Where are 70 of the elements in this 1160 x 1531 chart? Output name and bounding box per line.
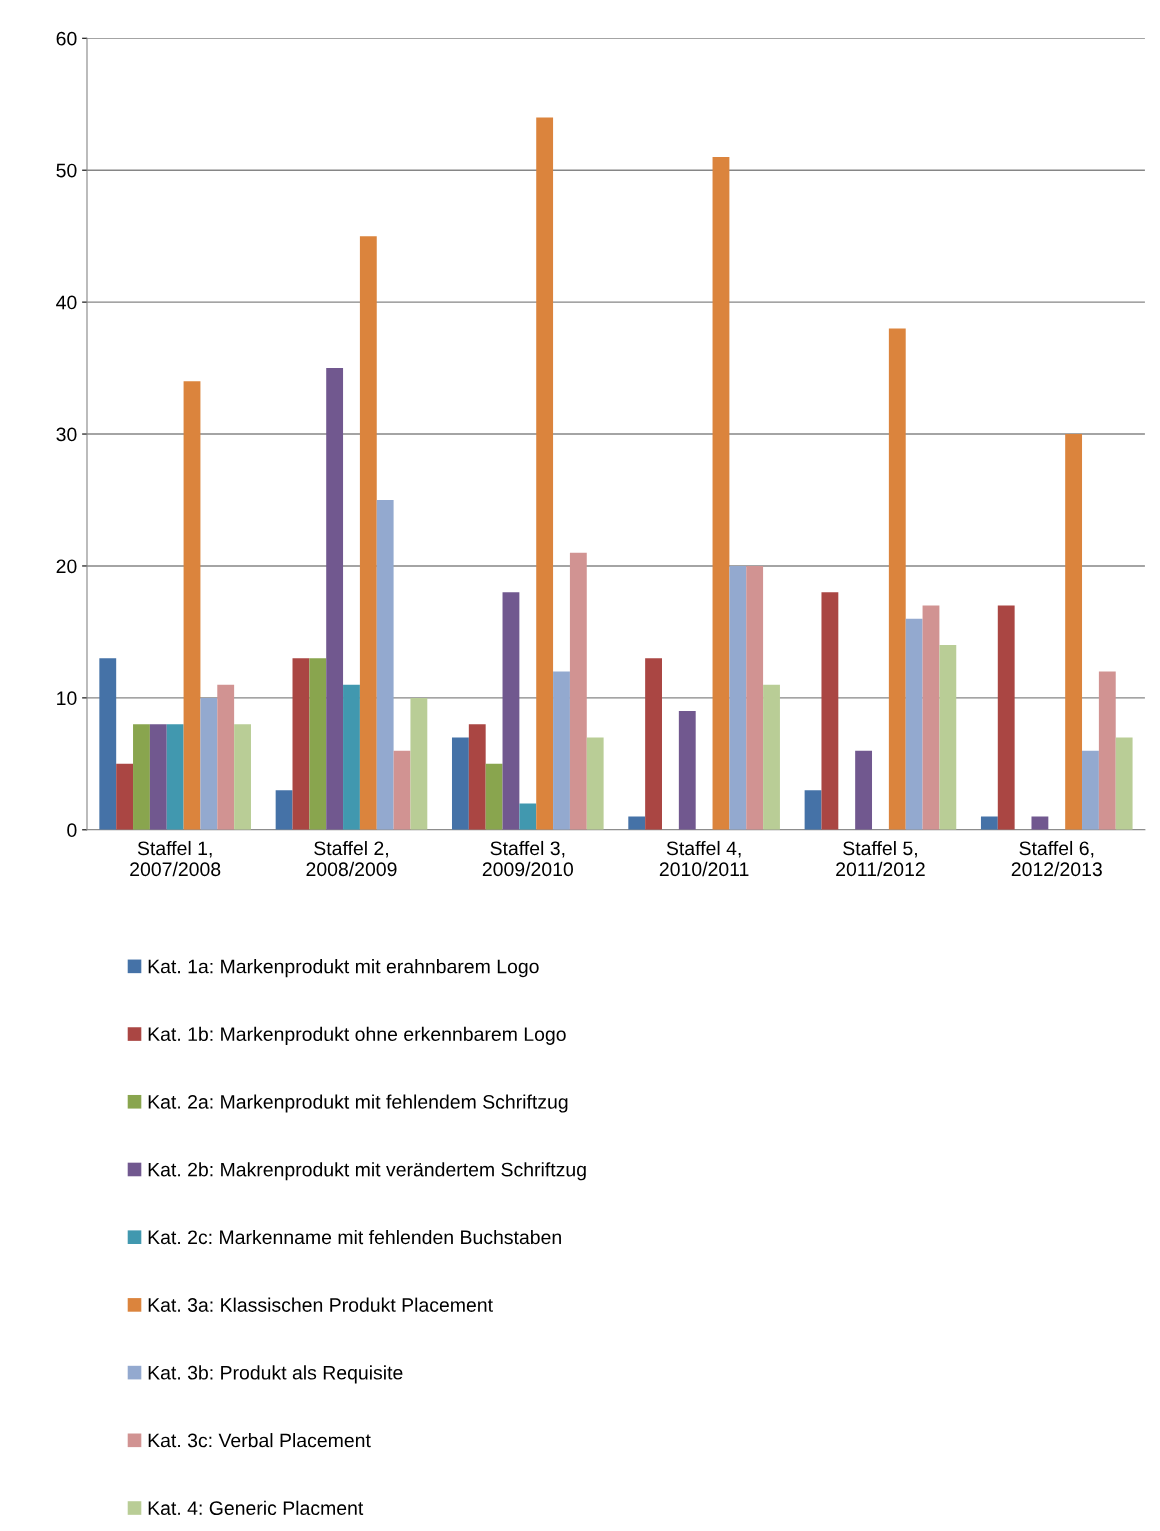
bar — [1115, 737, 1133, 830]
bar — [149, 724, 167, 830]
bar — [980, 816, 998, 830]
legend-label: Kat. 1b: Markenprodukt ohne erkennbarem Logo — [148, 1026, 566, 1045]
bar — [485, 763, 503, 830]
bar — [997, 605, 1015, 830]
bar — [519, 803, 537, 830]
legend-label: Kat. 1a: Markenprodukt mit erahnbarem Logo — [148, 959, 539, 978]
bar — [99, 658, 117, 830]
bar — [855, 750, 873, 830]
bar — [804, 790, 822, 830]
legend-label: Kat. 2a: Markenprodukt mit fehlendem Schriftzug — [148, 1094, 568, 1113]
y-tick-label: 40 — [56, 295, 77, 310]
x-tick-label: Staffel 5, 2011/2012 — [836, 840, 925, 877]
bar — [569, 552, 587, 830]
bar — [217, 684, 235, 830]
y-tick-label: 30 — [56, 427, 77, 442]
bar — [292, 658, 310, 830]
x-tick-label: Staffel 2, 2008/2009 — [306, 840, 397, 877]
bar — [939, 645, 957, 830]
x-tick-label: Staffel 3, 2009/2010 — [482, 840, 573, 877]
bar — [183, 381, 201, 830]
bar — [1065, 434, 1083, 830]
bar — [343, 684, 360, 830]
bar — [645, 658, 662, 830]
legend-label: Kat. 4: Generic Placment — [148, 1500, 364, 1516]
bar — [536, 117, 554, 830]
legend-label: Kat. 2b: Makrenprodukt mit verändertem Schriftzug — [148, 1162, 586, 1181]
y-tick-label: 60 — [56, 31, 77, 46]
bar — [376, 500, 394, 830]
bar — [628, 816, 646, 830]
bar — [746, 565, 764, 830]
y-tick-label: 10 — [57, 691, 77, 706]
bar — [1082, 750, 1099, 830]
bar — [410, 697, 428, 830]
bar — [200, 697, 218, 830]
bar — [502, 592, 520, 830]
x-tick-label: Staffel 1, 2007/2008 — [130, 840, 221, 877]
x-tick-label: Staffel 6, 2012/2013 — [1011, 840, 1102, 877]
bar — [1098, 671, 1116, 830]
bar — [888, 328, 906, 830]
bar — [166, 724, 184, 830]
x-tick-label: Staffel 4, 2010/2011 — [659, 840, 749, 877]
bar — [729, 565, 747, 830]
legend-label: Kat. 3a: Klassischen Produkt Placement — [148, 1297, 493, 1312]
bar — [678, 711, 696, 830]
bar — [326, 368, 344, 830]
bar — [763, 684, 780, 830]
bar — [586, 737, 604, 830]
bar — [1031, 816, 1049, 830]
bar — [451, 737, 469, 830]
bar — [712, 157, 730, 830]
legend-label: Kat. 3b: Produkt als Requisite — [148, 1365, 403, 1384]
bar — [905, 618, 923, 830]
y-tick-label: 20 — [56, 559, 77, 574]
bar — [133, 724, 150, 830]
bar — [275, 790, 293, 830]
bar — [234, 724, 251, 830]
bar — [821, 592, 839, 830]
bar — [553, 671, 570, 830]
bar — [468, 724, 486, 830]
y-tick-label: 50 — [56, 163, 77, 178]
bar — [309, 658, 327, 830]
bar — [359, 236, 377, 830]
bar — [922, 605, 940, 830]
bar — [116, 763, 134, 830]
legend-label: Kat. 2c: Markenname mit fehlenden Buchstaben — [148, 1229, 561, 1245]
y-tick-label: 0 — [67, 823, 77, 838]
legend-label: Kat. 3c: Verbal Placement — [148, 1433, 371, 1448]
bar — [393, 750, 411, 830]
